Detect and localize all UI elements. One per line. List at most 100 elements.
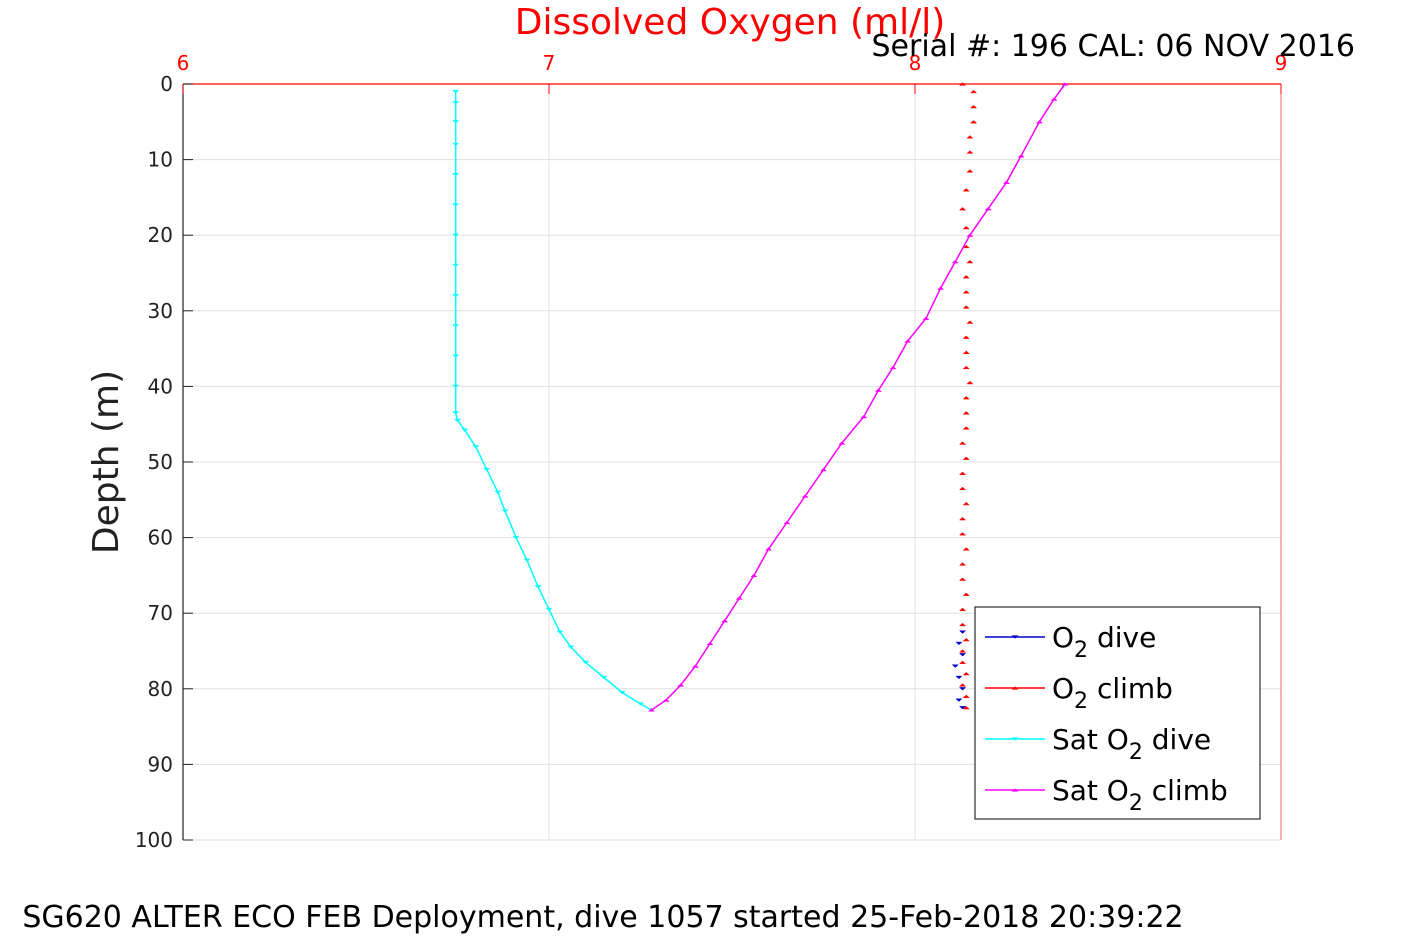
data-point xyxy=(962,671,970,676)
x-tick-label: 6 xyxy=(177,51,190,75)
data-point xyxy=(801,494,809,498)
legend-box xyxy=(974,606,1261,820)
data-point xyxy=(966,380,974,385)
data-point xyxy=(452,263,460,268)
series-o2-climb xyxy=(958,82,978,710)
data-point xyxy=(966,233,974,237)
data-point xyxy=(936,286,945,290)
y-tick-label: 90 xyxy=(148,752,173,776)
legend-label-subscript: 2 xyxy=(1074,689,1088,714)
y-axis-label: Depth (m) xyxy=(86,370,127,554)
data-point xyxy=(452,411,460,415)
data-point xyxy=(452,384,460,389)
data-point xyxy=(958,687,967,691)
data-point xyxy=(874,388,883,392)
series-sat-o2-dive xyxy=(452,89,656,712)
data-point xyxy=(472,445,480,449)
legend-label-main: O xyxy=(1052,621,1074,654)
data-point xyxy=(958,622,967,627)
data-point xyxy=(838,441,846,445)
data-point xyxy=(452,89,460,94)
data-point xyxy=(955,641,963,646)
data-point xyxy=(958,653,967,657)
data-point xyxy=(962,244,970,249)
data-point xyxy=(764,547,773,551)
x-tick-label: 8 xyxy=(909,51,922,75)
data-point xyxy=(962,305,970,309)
legend-entry: Sat O2 dive xyxy=(985,723,1211,765)
data-point xyxy=(966,259,974,264)
data-point xyxy=(962,592,970,596)
data-point xyxy=(452,142,460,147)
data-point xyxy=(958,577,967,581)
data-point xyxy=(958,660,967,664)
data-point xyxy=(534,585,542,589)
data-point xyxy=(750,573,758,577)
data-point xyxy=(958,649,967,653)
data-point xyxy=(962,365,970,370)
y-tick-label: 60 xyxy=(148,526,173,550)
data-point xyxy=(962,637,970,642)
chart-caption: SG620 ALTER ECO FEB Deployment, dive 105… xyxy=(22,900,1183,935)
data-point xyxy=(958,486,967,491)
data-point xyxy=(958,532,967,536)
data-point xyxy=(1061,82,1069,86)
data-point xyxy=(677,683,685,687)
legend-label-main: Sat O xyxy=(1052,723,1129,756)
data-point xyxy=(452,324,460,328)
data-point xyxy=(962,501,970,506)
data-point xyxy=(452,173,460,177)
data-point xyxy=(958,517,967,521)
data-point xyxy=(969,89,978,94)
data-point xyxy=(962,426,970,430)
data-point xyxy=(966,135,974,139)
data-point xyxy=(461,428,469,432)
legend-label-tail: climb xyxy=(1143,774,1228,807)
data-point xyxy=(969,120,978,124)
x-tick-label: 9 xyxy=(1275,51,1288,75)
data-point xyxy=(860,414,868,419)
data-point xyxy=(721,619,729,623)
data-series xyxy=(452,82,1069,712)
data-point xyxy=(647,708,656,712)
y-tick-label: 0 xyxy=(160,72,173,96)
legend-label-subscript: 2 xyxy=(1129,740,1143,765)
legend-swatch-marker xyxy=(1011,788,1019,792)
data-point xyxy=(662,698,670,702)
data-point xyxy=(600,675,608,680)
data-point xyxy=(1017,154,1025,158)
data-point xyxy=(951,259,959,264)
data-point xyxy=(618,690,626,695)
legend-swatch-marker xyxy=(1011,686,1019,690)
data-point xyxy=(962,706,970,710)
chart-subtitle: Serial #: 196 CAL: 06 NOV 2016 xyxy=(872,29,1355,64)
data-point xyxy=(452,203,460,207)
data-point xyxy=(452,101,460,105)
data-point xyxy=(735,596,743,600)
data-point xyxy=(483,467,491,472)
data-point xyxy=(958,471,967,475)
y-tick-label: 80 xyxy=(148,677,173,701)
data-point xyxy=(958,683,967,687)
series-o2-dive xyxy=(951,630,967,710)
legend-label: Sat O2 dive xyxy=(1052,723,1211,765)
chart-title: Dissolved Oxygen (ml/l) xyxy=(515,2,946,43)
series-line xyxy=(454,91,652,711)
y-tick-label: 100 xyxy=(135,828,173,852)
data-point xyxy=(958,607,967,612)
data-point xyxy=(958,706,967,710)
data-point xyxy=(556,630,564,634)
data-point xyxy=(962,396,970,400)
legend-label-tail: climb xyxy=(1088,672,1173,705)
data-point xyxy=(966,150,974,154)
y-tick-label: 10 xyxy=(148,148,173,172)
data-point xyxy=(452,294,460,298)
data-point xyxy=(962,275,970,279)
y-tick-label: 30 xyxy=(148,299,173,323)
data-point xyxy=(819,467,828,472)
legend-label: O2 dive xyxy=(1052,621,1156,663)
data-point xyxy=(962,411,970,415)
data-point xyxy=(691,664,700,668)
data-point xyxy=(452,354,460,358)
